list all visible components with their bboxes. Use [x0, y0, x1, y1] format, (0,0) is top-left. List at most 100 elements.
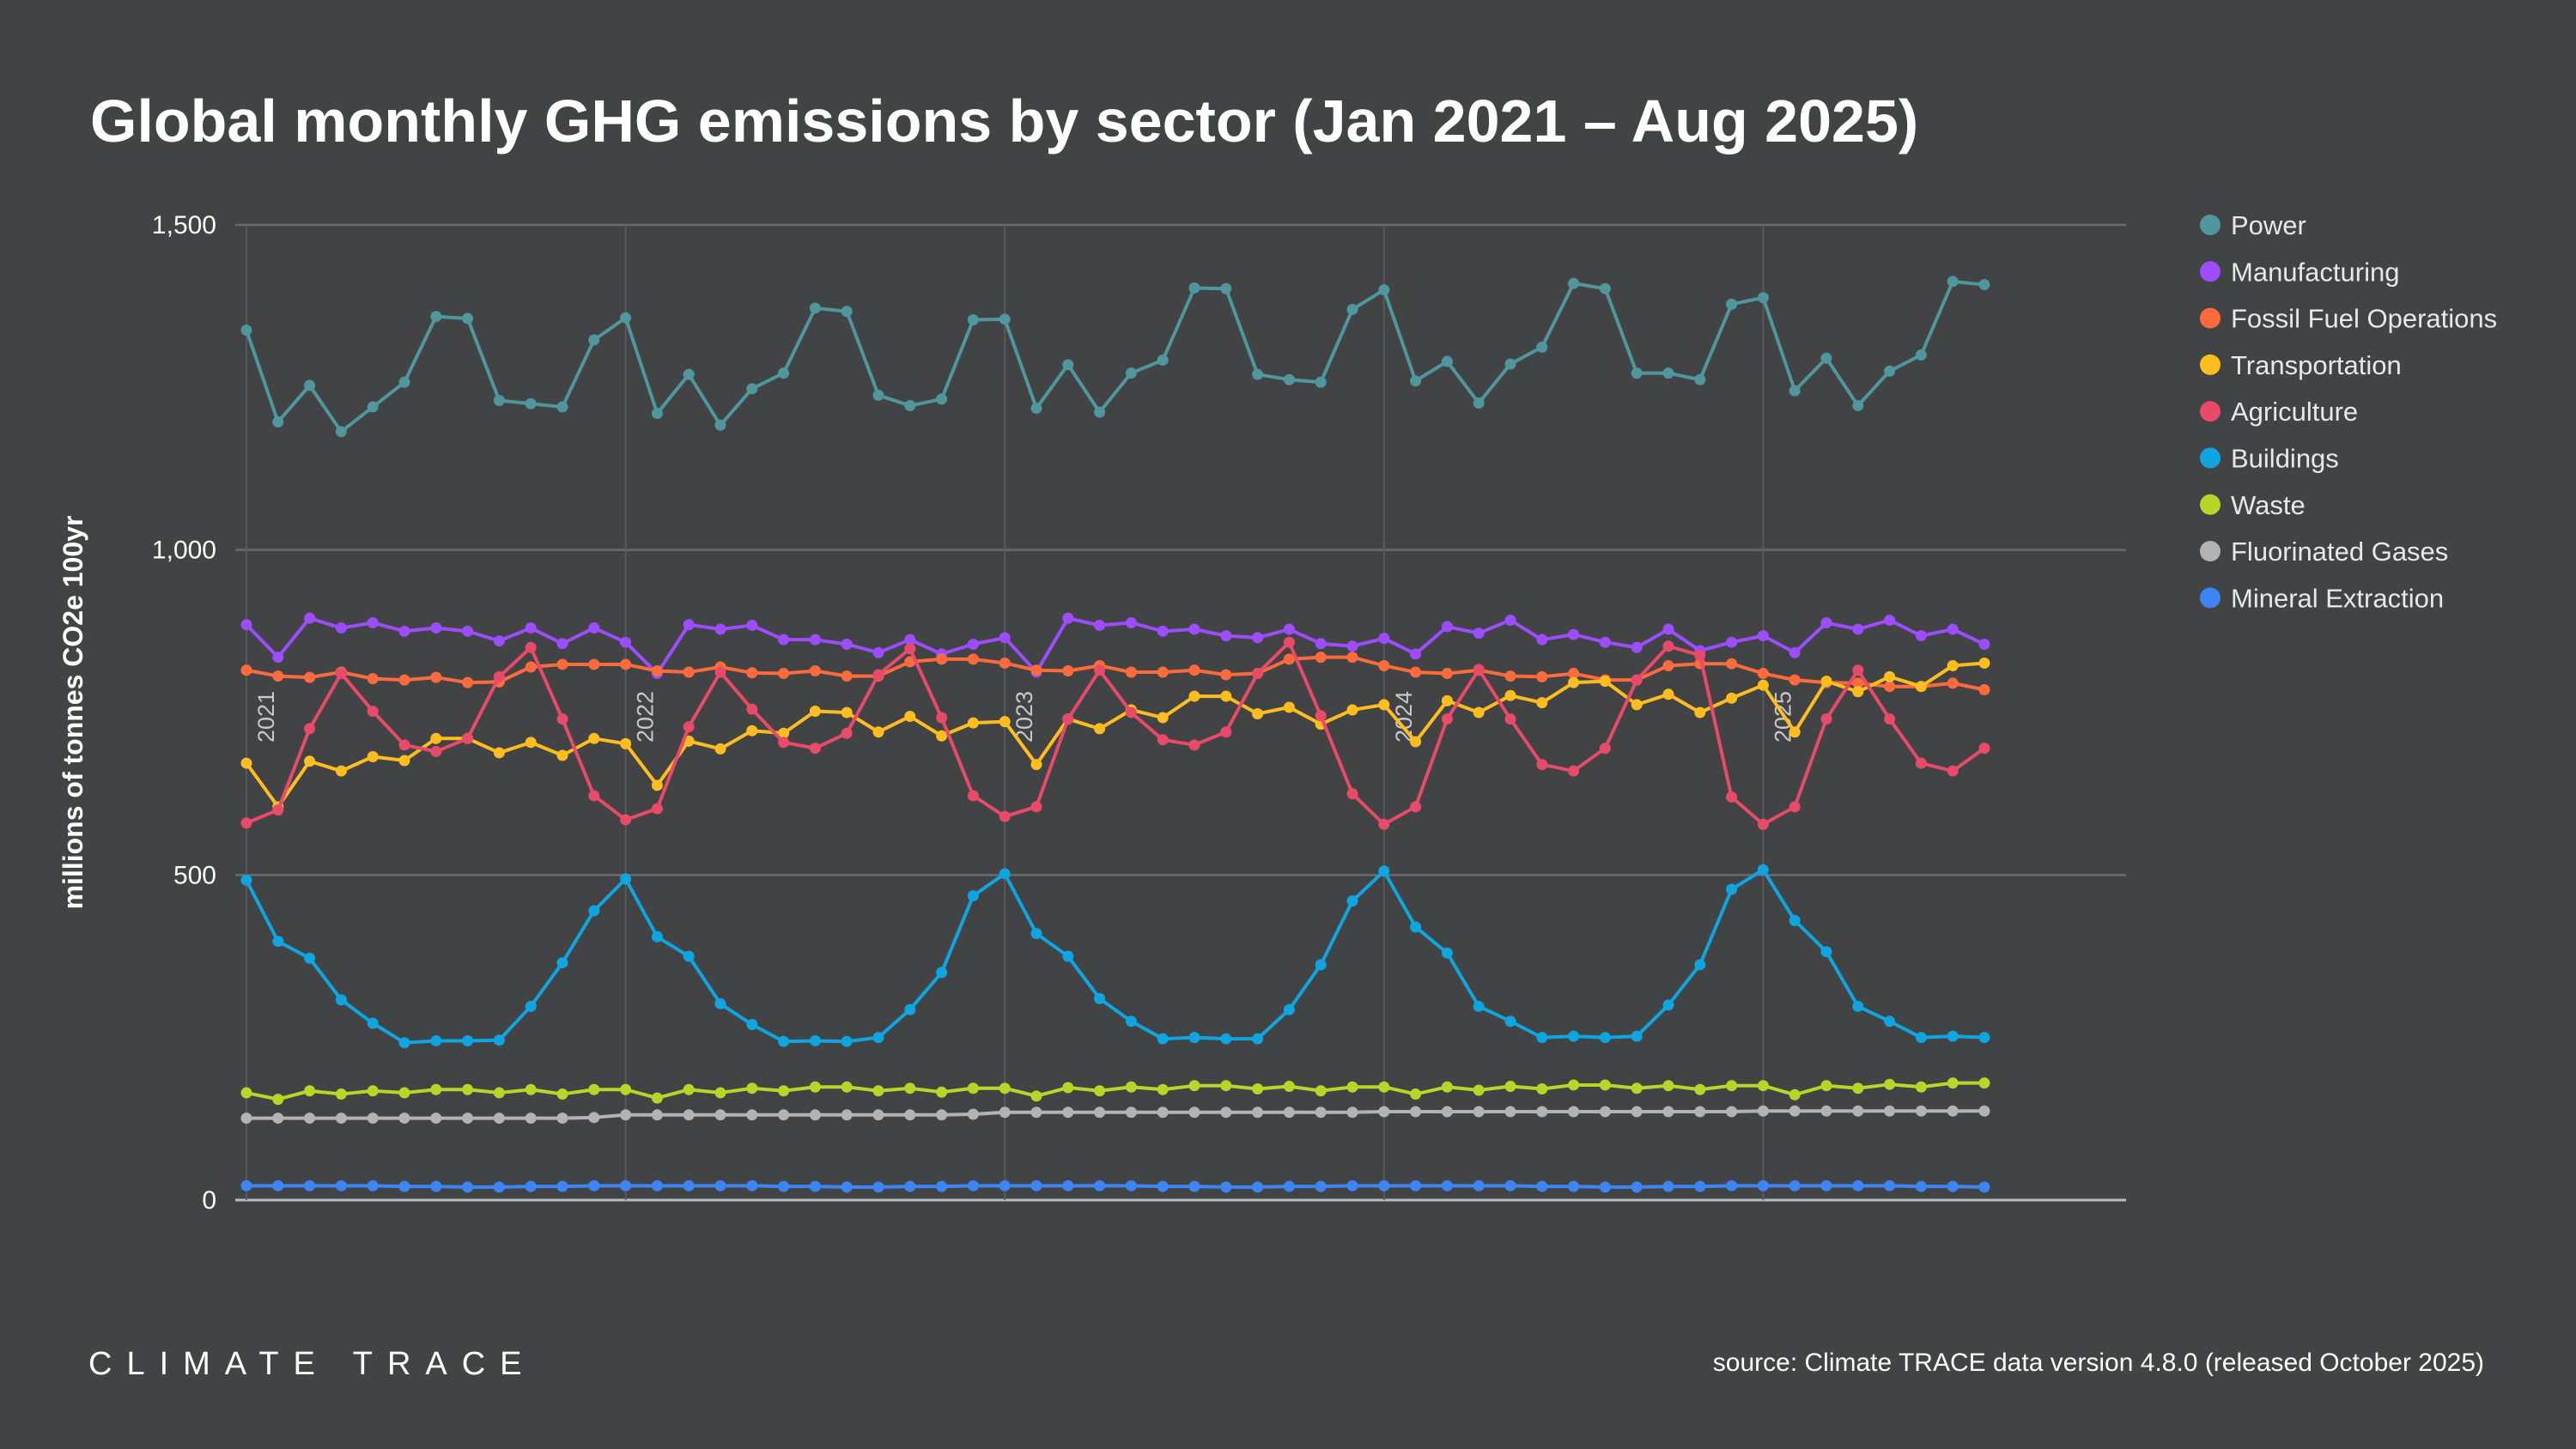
data-point	[1125, 1106, 1137, 1119]
data-point	[367, 705, 379, 717]
legend-item[interactable]: Power	[2200, 210, 2306, 240]
data-point	[746, 667, 758, 679]
data-point	[651, 779, 663, 791]
data-point	[746, 724, 758, 737]
data-point	[1188, 1106, 1200, 1119]
legend-item[interactable]: Agriculture	[2200, 397, 2358, 427]
data-point	[430, 1180, 442, 1192]
data-point	[967, 717, 979, 729]
data-point	[746, 1019, 758, 1031]
legend-label: Agriculture	[2231, 397, 2358, 427]
data-point	[430, 1083, 442, 1095]
data-point	[651, 1179, 663, 1191]
data-point	[1978, 1105, 1990, 1117]
data-point	[809, 1180, 821, 1192]
data-point	[462, 732, 474, 744]
data-point	[1252, 708, 1264, 720]
data-point	[367, 1113, 379, 1125]
data-point	[714, 623, 726, 635]
legend-item[interactable]: Transportation	[2200, 350, 2402, 380]
data-point	[525, 641, 537, 653]
data-point	[462, 1083, 474, 1095]
data-point	[1852, 1000, 1864, 1012]
data-point	[841, 638, 853, 650]
data-point	[525, 1113, 537, 1125]
data-point	[1726, 298, 1738, 310]
data-point	[1852, 400, 1864, 412]
year-label: 2022	[633, 691, 659, 743]
data-point	[1441, 1081, 1453, 1093]
data-point	[1631, 1181, 1643, 1193]
legend-swatch	[2200, 354, 2221, 375]
data-point	[1410, 1106, 1422, 1118]
data-point	[240, 664, 252, 676]
data-point	[1125, 1081, 1137, 1093]
data-point	[1947, 623, 1959, 635]
data-point	[651, 1109, 663, 1121]
data-point	[1220, 1033, 1232, 1045]
data-point	[809, 302, 821, 314]
legend-item[interactable]: Fluorinated Gases	[2200, 537, 2448, 567]
legend-label: Manufacturing	[2231, 257, 2399, 287]
chart-title: Global monthly GHG emissions by sector (…	[90, 88, 1918, 155]
data-point	[872, 646, 884, 658]
data-point	[620, 814, 632, 826]
data-point	[936, 730, 948, 742]
data-point	[493, 635, 505, 647]
legend-item[interactable]: Mineral Extraction	[2200, 583, 2444, 613]
data-point	[904, 1003, 916, 1016]
data-point	[651, 931, 663, 943]
legend-item[interactable]: Buildings	[2200, 444, 2339, 474]
data-point	[778, 367, 790, 379]
data-point	[1726, 791, 1738, 803]
data-point	[1631, 1030, 1643, 1042]
data-point	[1726, 1106, 1738, 1118]
year-label: 2021	[253, 691, 279, 743]
data-point	[936, 1109, 948, 1121]
data-point	[714, 743, 726, 755]
data-point	[746, 1082, 758, 1094]
series-line	[246, 1109, 1984, 1120]
legend-item[interactable]: Manufacturing	[2200, 257, 2399, 287]
data-point	[398, 625, 410, 637]
data-point	[778, 1109, 790, 1121]
data-point	[1283, 636, 1295, 648]
data-point	[1789, 674, 1801, 686]
grid: 0 500 1,000 1,500	[152, 211, 2126, 1215]
legend-item[interactable]: Waste	[2200, 490, 2306, 520]
data-point	[1757, 679, 1769, 691]
data-point	[809, 1081, 821, 1093]
data-point	[1884, 1016, 1896, 1028]
data-point	[1283, 701, 1295, 713]
data-point	[1852, 1105, 1864, 1117]
data-point	[1568, 277, 1580, 289]
data-point	[683, 950, 695, 962]
data-point	[462, 1034, 474, 1046]
data-point	[967, 1082, 979, 1094]
data-point	[778, 1035, 790, 1047]
data-point	[556, 401, 568, 413]
legend-item[interactable]: Fossil Fuel Operations	[2200, 304, 2497, 334]
series-power	[240, 276, 1990, 438]
source-note: source: Climate TRACE data version 4.8.0…	[1713, 1349, 2484, 1377]
data-point	[272, 1094, 284, 1106]
data-point	[1884, 670, 1896, 682]
data-point	[493, 394, 505, 406]
data-point	[1030, 664, 1042, 676]
data-point	[1694, 706, 1706, 718]
data-point	[1378, 1106, 1390, 1118]
data-point	[1820, 352, 1832, 364]
data-point	[872, 1085, 884, 1097]
data-point	[1410, 921, 1422, 933]
data-point	[1504, 1016, 1516, 1028]
data-point	[841, 706, 853, 718]
data-point	[999, 657, 1011, 669]
data-point	[588, 790, 600, 802]
data-point	[1789, 646, 1801, 658]
data-point	[1125, 706, 1137, 718]
data-point	[1283, 1003, 1295, 1016]
data-point	[1030, 927, 1042, 939]
data-point	[1252, 1106, 1264, 1119]
data-point	[272, 1179, 284, 1191]
data-point	[1125, 616, 1137, 628]
